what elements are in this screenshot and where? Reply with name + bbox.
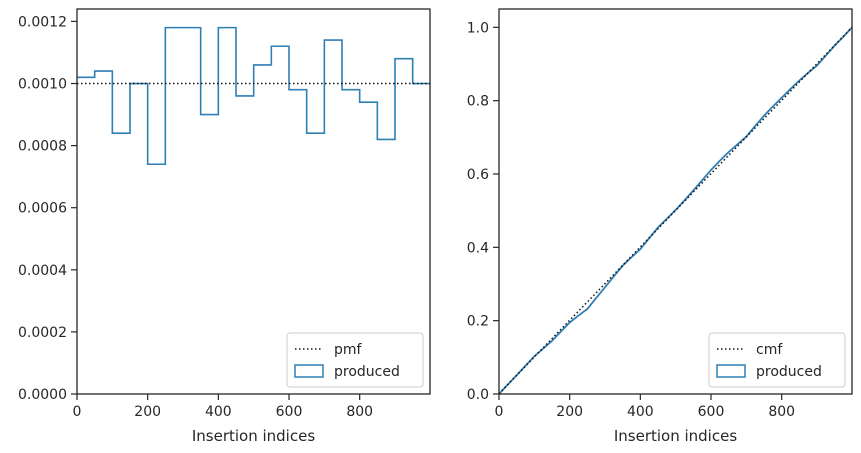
cmf-legend: cmf produced [708,332,846,388]
cmf-x-axis-label: Insertion indices [614,427,737,445]
pmf-legend: pmf produced [286,332,424,388]
y-tick-label: 0.0 [467,387,489,403]
pmf-x-axis-label: Insertion indices [192,427,315,445]
y-tick-label: 1.0 [467,20,489,36]
y-tick-label: 0.0008 [18,139,67,155]
produced-step-series [77,26,430,166]
y-tick-label: 0.0010 [18,77,67,93]
pmf-y-axis: 0.0000 0.0002 0.0004 0.0006 0.0008 0.0010 0.00… [18,14,77,403]
x-tick-label: 600 [698,404,725,420]
produced-cumulative-series [498,26,853,395]
y-tick-label: 0.0006 [18,201,67,217]
x-tick-label: 0 [495,404,504,420]
cmf-reference-line [498,26,853,395]
cmf-y-axis: 0.0 0.2 0.4 0.6 0.8 1.0 [467,20,499,403]
cmf-legend-label: cmf [756,342,783,358]
y-tick-label: 0.0002 [18,325,67,341]
cmf-plot-area [498,26,853,395]
x-tick-label: 0 [73,404,82,420]
cmf-x-axis: 0 200 400 600 800 [495,394,795,420]
cmf-legend-box [708,332,846,388]
pmf-chart-panel: 0 200 400 600 800 0.00000.00020.00040.00060.… [18,8,431,445]
x-tick-label: 800 [768,404,795,420]
x-tick-label: 200 [134,404,161,420]
y-tick-label: 0.0004 [18,263,67,279]
y-tick-label: 0.2 [467,314,489,330]
y-tick-label: 0.4 [467,240,489,256]
produced-cumulative-legend-swatch [716,364,746,378]
pmf-plot-area [77,26,430,166]
x-tick-label: 400 [205,404,232,420]
y-tick-label: 0.0012 [18,14,67,30]
pmf-legend-label: pmf [334,342,363,358]
x-tick-label: 400 [627,404,654,420]
produced-cumulative-legend-label: produced [756,364,822,380]
produced-legend-swatch [294,364,324,378]
y-tick-label: 0.8 [467,94,489,110]
x-tick-label: 600 [276,404,303,420]
pmf-axes-frame [76,8,431,395]
x-tick-label: 800 [346,404,373,420]
cmf-chart-panel: 0 200 400 600 800 0.0 0.2 0.4 0.6 0.8 1.0 Inserti… [467,8,853,445]
y-tick-label: 0.6 [467,167,489,183]
produced-legend-label: produced [334,364,400,380]
pmf-legend-box [286,332,424,388]
cmf-axes-frame [498,8,853,395]
pmf-x-axis: 0 200 400 600 800 [73,394,373,420]
y-tick-label: 0.0000 [18,387,67,403]
x-tick-label: 200 [556,404,583,420]
